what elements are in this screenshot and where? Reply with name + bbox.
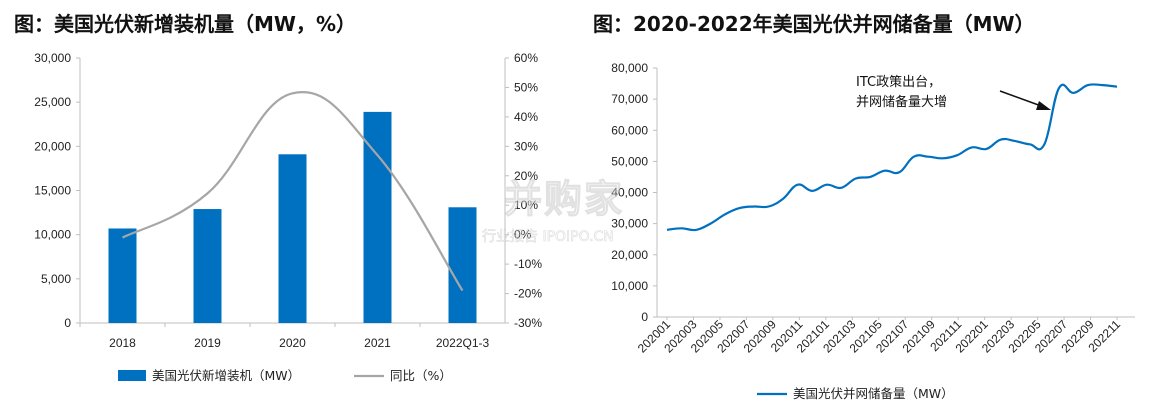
reserve-y-tick-label: 30,000 — [611, 217, 648, 231]
annotation-line1: ITC政策出台， — [856, 74, 941, 90]
right-y-tick-label: 10% — [514, 198, 538, 212]
reserve-y-tick-label: 60,000 — [611, 123, 648, 137]
annotation-arrow-shaft — [999, 90, 1045, 108]
right-y-tick-label: 60% — [514, 51, 538, 65]
right-chart-svg: 80,000 70,000 60,000 50,000 40,000 30,000 20,0… — [611, 61, 1135, 401]
right-y-tick-label: 40% — [514, 110, 538, 124]
right-chart-panel: 图：2020-2022年美国光伏并网储备量（MW） 80,000 70,000 60… — [575, 0, 1150, 409]
x-tick-label: 2020 — [279, 336, 306, 350]
left-chart-panel: 图：美国光伏新增装机量（MW，%） 30,000 25,000 20,000 15,0… — [14, 12, 542, 383]
bar-2018 — [108, 228, 137, 323]
legend-reserve-label: 美国光伏并网储备量（MW） — [793, 386, 954, 401]
x-tick-label: 2019 — [194, 336, 221, 350]
left-y-tick-label: 0 — [64, 316, 71, 330]
watermark-brand: 并购家 — [503, 177, 625, 222]
watermark: 并购家 行业报告 IPOIPO.CN — [478, 170, 688, 250]
bar-2022Q1-3 — [448, 207, 477, 323]
watermark-sub: 行业报告 IPOIPO.CN — [482, 229, 614, 246]
x-tick-label: 2021 — [364, 336, 391, 350]
annotation-line2: 并网储备量大增 — [856, 94, 947, 110]
legend-line-label: 同比（%） — [390, 368, 452, 383]
right-y-tick-label: 50% — [514, 80, 538, 94]
right-y-tick-label: -10% — [514, 257, 542, 271]
legend-bar-label: 美国光伏新增装机（MW） — [152, 368, 300, 383]
reserve-y-tick-label: 20,000 — [611, 248, 648, 262]
reserve-y-tick-label: 40,000 — [611, 186, 648, 200]
bar-2020 — [278, 154, 307, 323]
reserve-line — [666, 83, 1118, 232]
yoy-line — [121, 91, 464, 292]
right-chart-title: 图：2020-2022年美国光伏并网储备量（MW） — [593, 12, 1035, 36]
bar-2019 — [193, 209, 222, 323]
left-y-tick-label: 25,000 — [34, 95, 71, 109]
right-y-tick-label: -30% — [514, 316, 542, 330]
reserve-y-tick-label: 0 — [641, 310, 648, 324]
x-tick-label: 2018 — [109, 336, 136, 350]
right-y-tick-label: 30% — [514, 139, 538, 153]
left-y-tick-label: 20,000 — [34, 139, 71, 153]
x-tick-label: 2022Q1-3 — [436, 336, 490, 350]
right-y-tick-label: 0% — [514, 228, 532, 242]
left-y-tick-label: 5,000 — [41, 272, 71, 286]
right-y-tick-label: 20% — [514, 169, 538, 183]
left-chart-title: 图：美国光伏新增装机量（MW，%） — [14, 12, 357, 36]
reserve-y-tick-label: 70,000 — [611, 92, 648, 106]
left-y-tick-label: 15,000 — [34, 184, 71, 198]
reserve-y-tick-label: 50,000 — [611, 154, 648, 168]
right-y-tick-label: -20% — [514, 287, 542, 301]
reserve-y-tick-label: 80,000 — [611, 61, 648, 75]
left-chart-svg: 30,000 25,000 20,000 15,000 10,000 5,000 0 60% 5… — [34, 51, 542, 383]
annotation-arrow-head — [1036, 101, 1051, 110]
legend-bar-swatch — [118, 370, 146, 381]
left-y-tick-label: 10,000 — [34, 228, 71, 242]
left-y-tick-label: 30,000 — [34, 51, 71, 65]
bar-2021 — [363, 111, 392, 323]
reserve-y-tick-label: 10,000 — [611, 279, 648, 293]
